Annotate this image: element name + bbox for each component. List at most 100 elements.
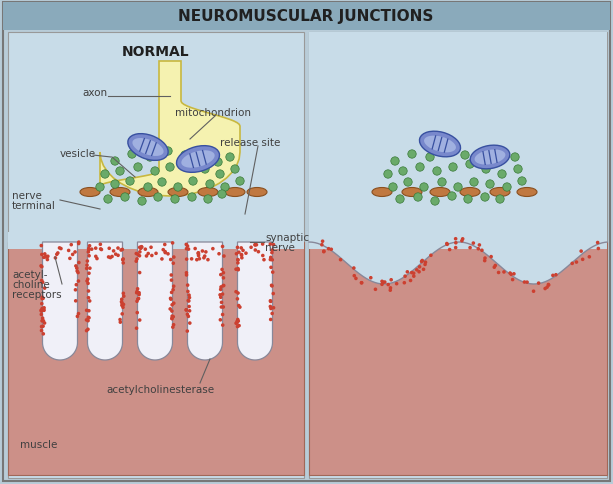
Circle shape: [352, 274, 356, 278]
Circle shape: [39, 265, 43, 268]
Circle shape: [111, 181, 119, 189]
Circle shape: [270, 285, 274, 288]
Circle shape: [172, 285, 175, 288]
Circle shape: [399, 167, 407, 176]
Circle shape: [420, 260, 424, 264]
Circle shape: [145, 255, 148, 258]
Circle shape: [574, 261, 578, 264]
Circle shape: [408, 151, 416, 159]
Circle shape: [525, 281, 529, 285]
Circle shape: [200, 250, 204, 253]
Ellipse shape: [225, 188, 245, 197]
Circle shape: [380, 283, 384, 287]
Circle shape: [240, 253, 243, 257]
Circle shape: [163, 243, 167, 247]
Circle shape: [270, 249, 274, 252]
Circle shape: [181, 151, 189, 160]
Circle shape: [128, 151, 136, 159]
Circle shape: [389, 278, 393, 282]
Circle shape: [53, 257, 57, 260]
Circle shape: [121, 258, 124, 262]
Circle shape: [107, 256, 110, 259]
Circle shape: [498, 170, 506, 179]
Circle shape: [476, 155, 484, 164]
Circle shape: [369, 276, 373, 280]
Circle shape: [171, 242, 174, 245]
Circle shape: [237, 251, 241, 255]
Circle shape: [236, 258, 240, 262]
Circle shape: [166, 253, 170, 256]
Circle shape: [41, 317, 44, 320]
Circle shape: [389, 287, 392, 290]
Circle shape: [395, 282, 398, 286]
Bar: [8, 232, 304, 249]
Circle shape: [121, 194, 129, 202]
Circle shape: [242, 249, 245, 253]
Circle shape: [269, 266, 273, 270]
Circle shape: [40, 297, 44, 301]
Circle shape: [42, 333, 45, 336]
Circle shape: [502, 271, 506, 274]
Circle shape: [121, 292, 125, 296]
Circle shape: [86, 260, 89, 263]
Circle shape: [137, 291, 141, 295]
Circle shape: [235, 325, 239, 329]
Circle shape: [121, 257, 125, 261]
Circle shape: [58, 246, 61, 250]
Text: release site: release site: [220, 138, 280, 148]
Circle shape: [90, 248, 94, 251]
Circle shape: [94, 247, 97, 250]
Circle shape: [135, 311, 139, 315]
Circle shape: [164, 148, 172, 156]
Circle shape: [269, 318, 273, 321]
Circle shape: [135, 291, 139, 295]
Circle shape: [464, 196, 472, 204]
Circle shape: [480, 249, 484, 253]
Circle shape: [134, 164, 142, 172]
Circle shape: [86, 282, 90, 286]
Circle shape: [68, 257, 72, 261]
Text: MYASTHENIA GRAVIS: MYASTHENIA GRAVIS: [376, 45, 540, 59]
Circle shape: [237, 319, 240, 323]
Circle shape: [202, 257, 206, 260]
Circle shape: [249, 246, 253, 250]
Circle shape: [384, 170, 392, 179]
Circle shape: [88, 300, 91, 303]
Circle shape: [197, 257, 201, 261]
Circle shape: [262, 258, 266, 262]
Circle shape: [272, 292, 275, 296]
Circle shape: [410, 271, 414, 275]
Circle shape: [438, 179, 446, 187]
Circle shape: [461, 238, 465, 241]
Circle shape: [42, 319, 45, 323]
Circle shape: [512, 272, 516, 276]
Ellipse shape: [80, 188, 100, 197]
Circle shape: [444, 148, 452, 156]
Circle shape: [75, 283, 78, 287]
Circle shape: [193, 247, 197, 251]
Circle shape: [446, 243, 449, 247]
Circle shape: [169, 297, 172, 301]
Circle shape: [237, 324, 241, 328]
Circle shape: [327, 247, 330, 251]
Circle shape: [87, 247, 91, 251]
Circle shape: [374, 288, 377, 291]
Circle shape: [118, 318, 122, 322]
Circle shape: [222, 255, 226, 258]
Circle shape: [74, 265, 78, 268]
Circle shape: [143, 248, 147, 252]
Circle shape: [111, 157, 119, 166]
Circle shape: [272, 306, 275, 310]
Circle shape: [88, 267, 92, 271]
Circle shape: [235, 320, 239, 323]
Circle shape: [42, 309, 46, 313]
Circle shape: [138, 251, 142, 254]
Circle shape: [483, 257, 487, 260]
Circle shape: [257, 250, 260, 254]
Circle shape: [454, 238, 457, 241]
Circle shape: [55, 253, 59, 257]
Circle shape: [238, 306, 242, 309]
Circle shape: [190, 257, 194, 261]
Circle shape: [396, 196, 404, 204]
Circle shape: [88, 244, 91, 248]
